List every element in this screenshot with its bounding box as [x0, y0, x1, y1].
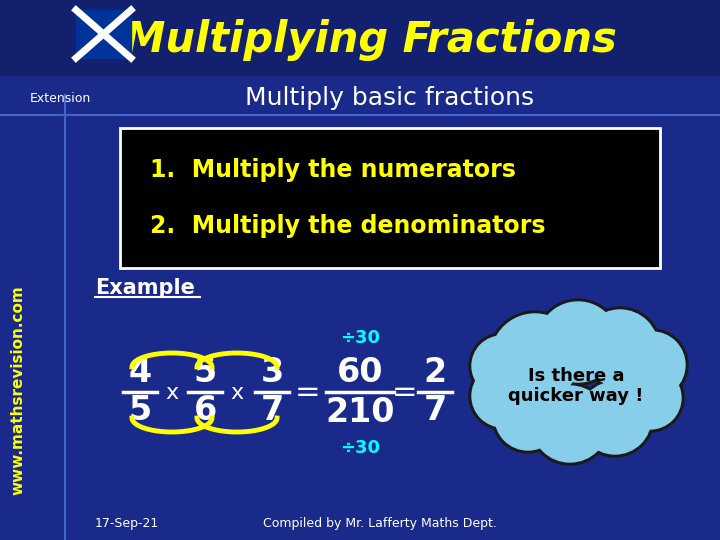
Text: 60: 60: [337, 355, 383, 388]
Circle shape: [529, 383, 611, 465]
Circle shape: [469, 333, 535, 399]
Circle shape: [579, 307, 661, 389]
Text: Compiled by Mr. Lafferty Maths Dept.: Compiled by Mr. Lafferty Maths Dept.: [263, 517, 497, 530]
Bar: [76, 10, 131, 58]
Circle shape: [491, 314, 579, 402]
Bar: [0, 0, 720, 75]
Text: Extension: Extension: [30, 91, 91, 105]
Text: Is there a
quicker way !: Is there a quicker way !: [508, 367, 644, 406]
Bar: [120, 128, 660, 268]
Circle shape: [579, 382, 651, 454]
Circle shape: [582, 310, 658, 386]
Circle shape: [576, 379, 654, 457]
Circle shape: [472, 336, 532, 396]
Circle shape: [472, 365, 534, 427]
Circle shape: [616, 329, 688, 401]
Text: 2: 2: [423, 356, 446, 389]
Text: =: =: [392, 379, 418, 408]
Text: ÷30: ÷30: [340, 439, 380, 457]
Text: 7: 7: [423, 395, 446, 428]
Circle shape: [469, 362, 537, 430]
Circle shape: [538, 302, 618, 382]
Text: 5: 5: [194, 356, 217, 389]
Text: 5: 5: [128, 395, 152, 428]
Bar: [120, 128, 660, 268]
Text: Example: Example: [95, 278, 195, 298]
Text: 7: 7: [261, 395, 284, 428]
Text: 4: 4: [128, 356, 152, 389]
Text: 3: 3: [261, 356, 284, 389]
Circle shape: [532, 386, 608, 462]
Circle shape: [488, 311, 582, 405]
Circle shape: [619, 332, 685, 398]
Text: x: x: [166, 383, 179, 403]
Text: www.mathsrevision.com: www.mathsrevision.com: [11, 285, 25, 495]
Circle shape: [492, 381, 564, 453]
Text: Multiply basic fractions: Multiply basic fractions: [246, 86, 534, 110]
Text: 1.  Multiply the numerators: 1. Multiply the numerators: [150, 158, 516, 182]
Text: x: x: [230, 383, 243, 403]
Circle shape: [535, 299, 621, 385]
Circle shape: [495, 384, 561, 450]
Text: 17-Sep-21: 17-Sep-21: [95, 517, 159, 530]
Text: 6: 6: [194, 395, 217, 428]
Text: 2.  Multiply the denominators: 2. Multiply the denominators: [150, 214, 546, 238]
Text: ÷30: ÷30: [340, 329, 380, 347]
Circle shape: [616, 364, 684, 432]
Circle shape: [619, 367, 681, 429]
Text: Multiplying Fractions: Multiplying Fractions: [124, 19, 616, 61]
Text: 210: 210: [325, 395, 395, 429]
Text: =: =: [295, 379, 321, 408]
